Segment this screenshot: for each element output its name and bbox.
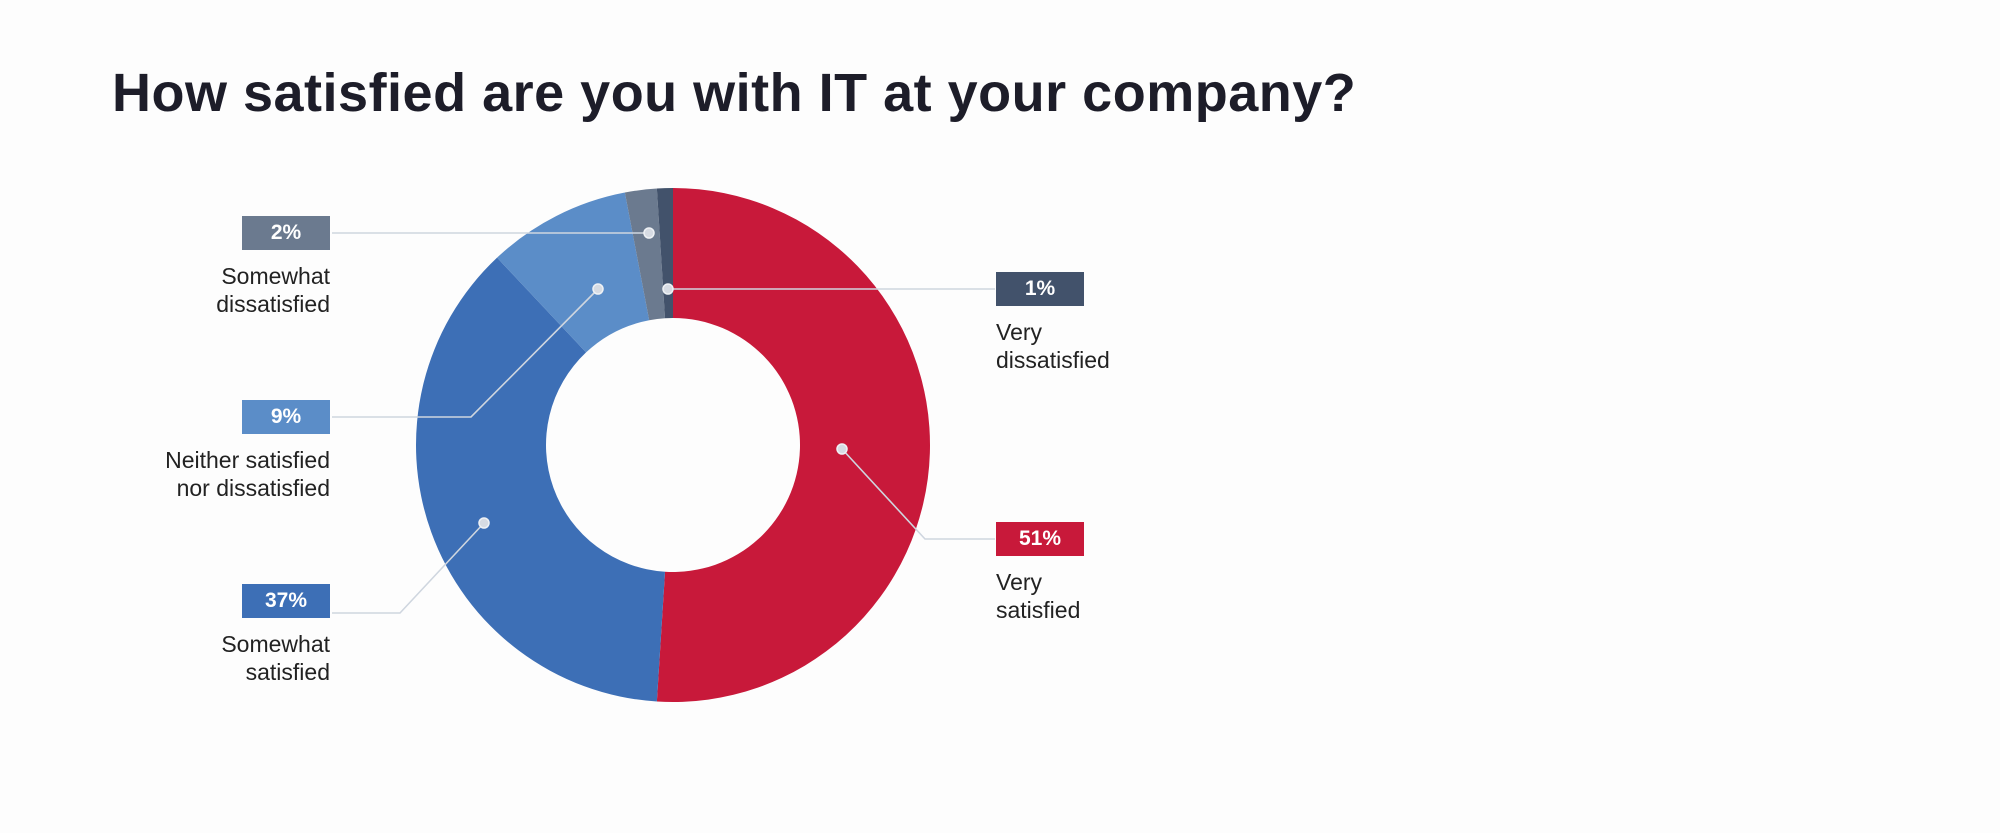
badge-somewhat-satisfied: 37%	[242, 584, 330, 618]
label-line: dissatisfied	[996, 347, 1110, 373]
label-line: Neither satisfied	[165, 447, 330, 473]
donut-segments	[415, 188, 931, 702]
dot-very-dissatisfied	[662, 283, 674, 295]
chart-title: How satisfied are you with IT at your co…	[112, 63, 1357, 123]
donut-segment-very-satisfied	[656, 188, 931, 702]
leader-line-neither	[332, 288, 599, 418]
donut-segment-somewhat-dissatisfied	[624, 188, 666, 321]
label-very-satisfied: Very satisfied	[996, 568, 1080, 624]
label-line: Very	[996, 569, 1043, 595]
leader-lines	[332, 232, 995, 614]
leader-line-somewhat-satisfied	[332, 522, 485, 614]
leader-line-very-satisfied	[841, 448, 995, 540]
label-line: nor dissatisfied	[176, 475, 330, 501]
label-line: dissatisfied	[216, 291, 330, 317]
dot-somewhat-dissatisfied	[643, 227, 655, 239]
badge-very-dissatisfied: 1%	[996, 272, 1084, 306]
badge-very-satisfied: 51%	[996, 522, 1084, 556]
dot-somewhat-satisfied	[478, 517, 490, 529]
label-neither: Neither satisfied nor dissatisfied	[165, 446, 330, 502]
label-line: satisfied	[245, 659, 330, 685]
label-line: satisfied	[996, 597, 1081, 623]
dot-very-satisfied	[836, 443, 848, 455]
dot-neither	[592, 283, 604, 295]
label-line: Very	[996, 319, 1043, 345]
badge-neither: 9%	[242, 400, 330, 434]
leader-dots	[478, 227, 848, 529]
label-very-dissatisfied: Very dissatisfied	[996, 318, 1110, 374]
label-line: Somewhat	[221, 263, 330, 289]
badge-somewhat-dissatisfied: 2%	[242, 216, 330, 250]
label-somewhat-dissatisfied: Somewhat dissatisfied	[216, 262, 330, 318]
label-line: Somewhat	[221, 631, 330, 657]
donut-segment-somewhat-satisfied	[415, 257, 666, 702]
label-somewhat-satisfied: Somewhat satisfied	[221, 630, 330, 686]
